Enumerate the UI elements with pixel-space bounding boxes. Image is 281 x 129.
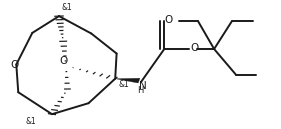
Text: &1: &1	[118, 80, 129, 89]
Text: O: O	[10, 59, 18, 70]
Text: H: H	[137, 86, 144, 95]
Text: &1: &1	[25, 117, 36, 126]
Text: O: O	[165, 15, 173, 25]
Text: &1: &1	[61, 3, 72, 12]
Text: O: O	[190, 43, 198, 53]
Text: O: O	[59, 56, 67, 66]
Polygon shape	[115, 78, 140, 83]
Text: N: N	[139, 81, 147, 91]
